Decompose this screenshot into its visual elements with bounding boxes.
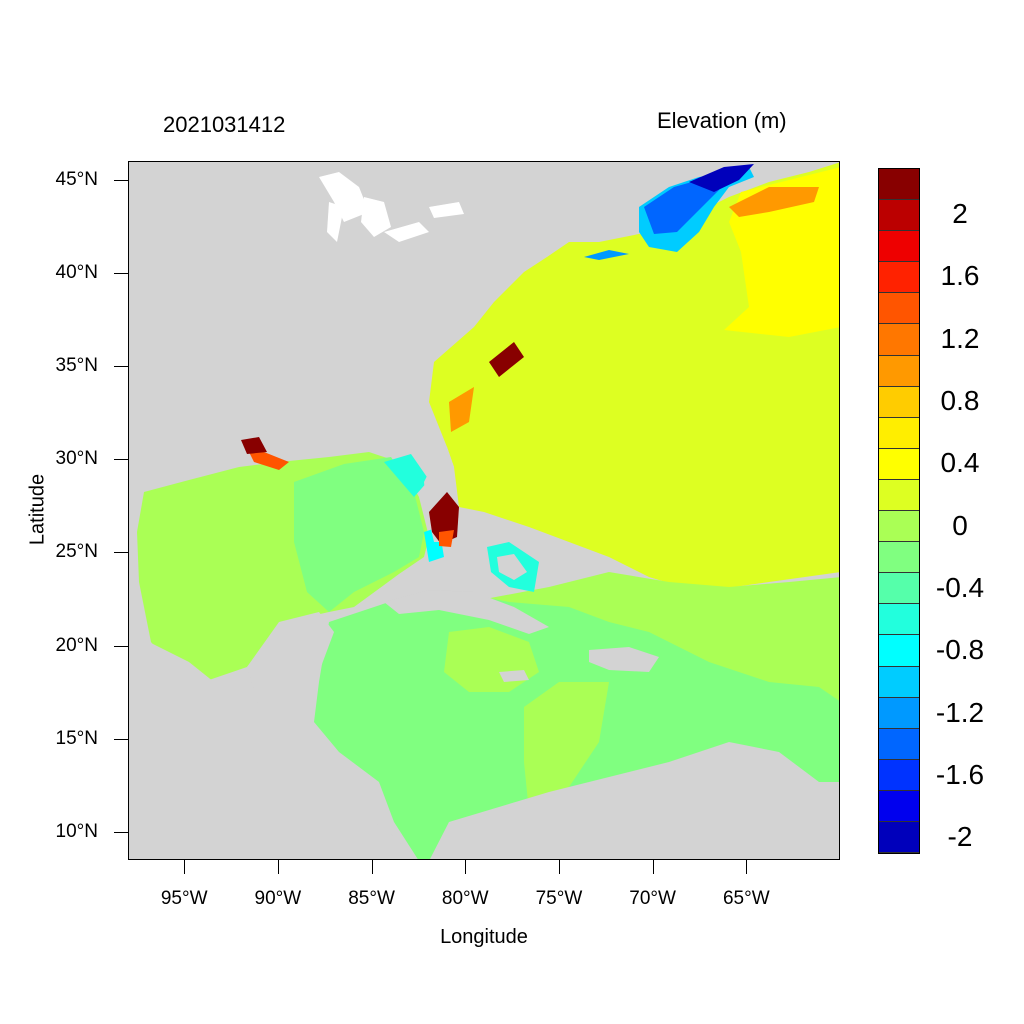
- y-tick-label: 30°N: [55, 448, 98, 470]
- y-tick-label: 25°N: [55, 541, 98, 563]
- louisiana-surge-core: [241, 437, 267, 454]
- colorbar-swatch: [879, 511, 919, 543]
- bahamas-islands: [497, 554, 527, 580]
- elevation-map: [129, 162, 839, 859]
- x-tick-label: 90°W: [254, 888, 302, 909]
- x-tick-mark: [558, 860, 560, 874]
- carolina-surge: [489, 342, 524, 377]
- cuba: [384, 590, 549, 634]
- lake-huron: [361, 197, 391, 237]
- loop-current-region: [294, 457, 424, 612]
- gulf-of-maine-core: [689, 164, 754, 192]
- y-tick-label: 20°N: [55, 634, 98, 656]
- colorbar-tick-label: -0.4: [935, 571, 985, 603]
- colorbar-swatch: [879, 604, 919, 636]
- georgia-coast-surge: [449, 387, 474, 432]
- x-tick-label: 80°W: [441, 888, 489, 909]
- central-america: [129, 632, 417, 859]
- x-axis-label: Longitude: [440, 926, 528, 948]
- colorbar-swatch: [879, 697, 919, 729]
- colorbar-tick-label: 1.6: [940, 260, 980, 292]
- caribbean-south-patch: [524, 682, 609, 812]
- colorbar-swatch: [879, 635, 919, 667]
- x-tick-mark: [652, 860, 654, 874]
- colorbar-swatch: [879, 666, 919, 698]
- y-tick-mark: [114, 272, 128, 274]
- elevation-patch-nova-scotia: [729, 187, 819, 217]
- lake-ontario: [429, 202, 464, 218]
- colorbar-swatch: [879, 324, 919, 356]
- x-tick-label: 65°W: [722, 888, 770, 909]
- map-panel: [128, 161, 840, 860]
- y-tick-label: 45°N: [55, 168, 98, 190]
- florida-tip-surge: [439, 530, 454, 547]
- lake-michigan: [327, 202, 344, 242]
- x-tick-label: 95°W: [160, 888, 208, 909]
- colorbar-swatch: [879, 479, 919, 512]
- y-tick-label: 35°N: [55, 355, 98, 377]
- south-america: [430, 742, 839, 859]
- colorbar-swatch: [879, 728, 919, 760]
- hispaniola: [589, 647, 659, 672]
- y-tick-label: 10°N: [55, 821, 98, 843]
- y-tick-label: 15°N: [55, 727, 98, 749]
- colorbar-swatch: [879, 169, 919, 201]
- y-tick-mark: [114, 366, 128, 368]
- x-tick-label: 70°W: [629, 888, 676, 909]
- long-island-anomaly: [584, 250, 629, 260]
- x-tick-mark: [184, 860, 186, 874]
- colorbar-swatch: [879, 790, 919, 822]
- colorbar-tick-label: 0: [952, 509, 968, 541]
- colorbar-swatch: [879, 231, 919, 263]
- x-tick-mark: [371, 860, 373, 874]
- colorbar-swatch: [879, 821, 919, 854]
- x-tick-mark: [746, 860, 748, 874]
- colorbar-swatch: [879, 417, 919, 449]
- y-tick-mark: [114, 832, 128, 834]
- colorbar-swatch: [879, 200, 919, 232]
- colorbar-tick-label: -1.6: [935, 759, 985, 791]
- yucatan: [247, 612, 334, 707]
- jamaica: [499, 670, 529, 682]
- y-tick-mark: [114, 738, 128, 740]
- florida-west-coast-anomaly: [384, 454, 429, 497]
- variable-label: Elevation (m): [657, 108, 787, 133]
- colorbar-swatch: [879, 759, 919, 791]
- colorbar-swatch: [879, 355, 919, 387]
- colorbar-swatch: [879, 448, 919, 480]
- x-tick-label: 75°W: [535, 888, 583, 909]
- colorbar-tick-label: 2: [952, 197, 968, 229]
- y-tick-label: 40°N: [55, 261, 98, 283]
- colorbar-tick-label: -2: [947, 821, 973, 853]
- colorbar: [878, 168, 920, 854]
- x-tick-label: 85°W: [348, 888, 395, 909]
- colorbar-swatch: [879, 262, 919, 294]
- colorbar-tick-label: 0.8: [940, 384, 980, 416]
- lake-erie: [384, 222, 429, 242]
- x-tick-mark: [465, 860, 467, 874]
- colorbar-swatch: [879, 573, 919, 605]
- y-tick-mark: [114, 645, 128, 647]
- lake-superior: [319, 172, 369, 222]
- y-tick-mark: [114, 552, 128, 554]
- x-tick-mark: [277, 860, 279, 874]
- colorbar-tick-label: -0.8: [935, 634, 985, 666]
- colorbar-tick-label: 1.2: [940, 322, 980, 354]
- y-tick-mark: [114, 459, 128, 461]
- atlantic-field: [429, 162, 839, 592]
- datetime-label: 2021031412: [163, 112, 286, 137]
- colorbar-tick-label: 0.4: [940, 447, 980, 479]
- colorbar-swatch: [879, 386, 919, 418]
- y-axis-label: Latitude: [26, 473, 49, 546]
- colorbar-tick-label: -1.2: [935, 696, 985, 728]
- colorbar-swatch: [879, 293, 919, 325]
- colorbar-swatch: [879, 542, 919, 574]
- y-tick-mark: [114, 179, 128, 181]
